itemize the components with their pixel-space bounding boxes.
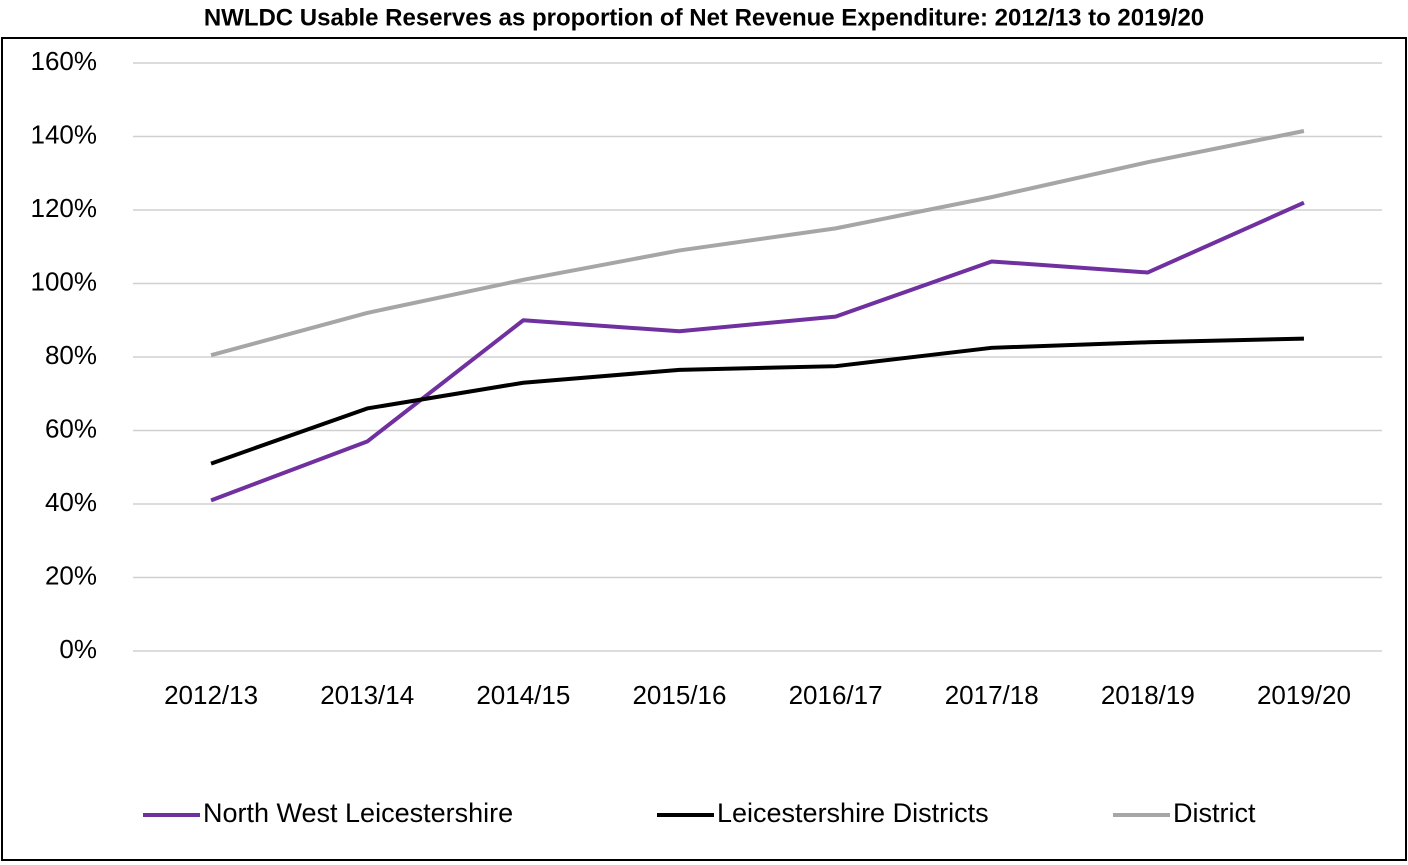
legend-label: District bbox=[1173, 798, 1256, 828]
y-tick-label: 20% bbox=[45, 560, 97, 590]
x-tick-label: 2018/19 bbox=[1101, 680, 1195, 710]
y-tick-label: 140% bbox=[31, 119, 98, 149]
chart-title: NWLDC Usable Reserves as proportion of N… bbox=[204, 4, 1204, 31]
y-tick-label: 60% bbox=[45, 413, 97, 443]
x-tick-label: 2012/13 bbox=[164, 680, 258, 710]
series-line bbox=[210, 336, 1304, 466]
chart-border bbox=[1, 37, 1407, 861]
y-tick-label: 80% bbox=[45, 340, 97, 370]
x-tick-label: 2014/15 bbox=[476, 680, 570, 710]
y-tick-label: 40% bbox=[45, 487, 97, 517]
y-tick-label: 0% bbox=[59, 634, 97, 664]
y-tick-label: 120% bbox=[31, 193, 98, 223]
x-tick-label: 2017/18 bbox=[945, 680, 1039, 710]
series-line bbox=[210, 129, 1305, 358]
legend-label: Leicestershire Districts bbox=[717, 798, 989, 828]
y-tick-label: 160% bbox=[31, 46, 98, 76]
legend-label: North West Leicestershire bbox=[203, 798, 513, 828]
x-tick-label: 2016/17 bbox=[789, 680, 883, 710]
y-tick-label: 100% bbox=[31, 266, 98, 296]
x-tick-label: 2019/20 bbox=[1257, 680, 1351, 710]
x-tick-label: 2013/14 bbox=[320, 680, 414, 710]
series-line bbox=[210, 200, 1305, 503]
x-tick-label: 2015/16 bbox=[632, 680, 726, 710]
